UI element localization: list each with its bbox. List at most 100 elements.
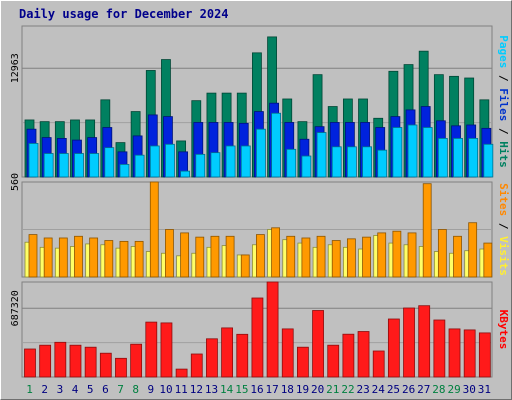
- bar-sites-day-13: [210, 235, 220, 278]
- bar-sites-day-24: [377, 232, 387, 278]
- bar-kbytes-day-4: [69, 344, 82, 378]
- bar-kbytes-day-19: [297, 346, 309, 378]
- bar-pages-day-21: [331, 146, 342, 178]
- bar-pages-day-9: [149, 145, 160, 178]
- panel-middle-scale-label: 560: [10, 173, 21, 191]
- bar-kbytes-day-1: [24, 348, 36, 378]
- bar-pages-day-2: [43, 153, 54, 178]
- bar-kbytes-day-11: [175, 368, 188, 378]
- bar-sites-day-2: [43, 237, 53, 278]
- bar-pages-day-19: [301, 155, 312, 178]
- bar-kbytes-day-15: [236, 333, 249, 378]
- bar-sites-day-29: [453, 235, 462, 278]
- day-label-6: 6: [102, 383, 109, 396]
- bar-pages-day-12: [195, 153, 206, 178]
- day-label-11: 11: [175, 383, 188, 396]
- day-label-1: 1: [26, 383, 33, 396]
- day-label-3: 3: [57, 383, 64, 396]
- bar-kbytes-day-31: [478, 332, 491, 378]
- day-label-21: 21: [326, 383, 339, 396]
- bar-kbytes-day-22: [342, 333, 355, 378]
- bar-kbytes-day-2: [39, 344, 52, 378]
- bar-pages-day-25: [392, 127, 403, 178]
- bar-pages-day-28: [437, 138, 448, 178]
- bar-kbytes-day-17: [266, 281, 279, 378]
- bar-kbytes-day-10: [160, 322, 173, 378]
- bar-sites-day-18: [286, 235, 296, 278]
- day-label-26: 26: [402, 383, 415, 396]
- bar-kbytes-day-8: [130, 343, 143, 378]
- bar-pages-day-15: [240, 145, 251, 178]
- day-label-25: 25: [387, 383, 400, 396]
- legend-hits: Hits: [497, 141, 510, 168]
- bar-kbytes-day-25: [387, 318, 400, 378]
- bar-pages-day-16: [256, 128, 266, 178]
- bar-kbytes-day-27: [418, 305, 431, 378]
- bar-pages-day-10: [165, 143, 175, 178]
- day-label-2: 2: [41, 383, 48, 396]
- bar-pages-day-1: [28, 143, 39, 178]
- day-label-20: 20: [311, 383, 324, 396]
- day-label-18: 18: [281, 383, 294, 396]
- bar-sites-day-19: [301, 237, 311, 278]
- bar-sites-day-20: [316, 235, 326, 278]
- bar-pages-day-14: [225, 145, 236, 178]
- bar-sites-day-5: [89, 237, 99, 278]
- bar-sites-day-4: [74, 235, 83, 278]
- day-label-15: 15: [235, 383, 248, 396]
- day-label-22: 22: [341, 383, 354, 396]
- bar-sites-day-31: [483, 242, 493, 278]
- bar-kbytes-day-20: [312, 310, 324, 378]
- bar-kbytes-day-14: [221, 327, 233, 378]
- legend-files: Files: [497, 88, 510, 121]
- bar-pages-day-29: [453, 138, 463, 178]
- bar-kbytes-day-16: [251, 297, 264, 378]
- bar-pages-day-11: [180, 170, 191, 178]
- day-label-30: 30: [463, 383, 476, 396]
- bar-pages-day-23: [362, 146, 372, 178]
- bar-pages-day-3: [58, 153, 69, 178]
- day-label-8: 8: [132, 383, 139, 396]
- bar-sites-day-14: [225, 235, 235, 278]
- legend-kbytes: KBytes: [497, 310, 510, 350]
- day-label-13: 13: [205, 383, 218, 396]
- day-label-24: 24: [372, 383, 386, 396]
- bar-sites-day-1: [28, 234, 38, 278]
- bar-pages-day-4: [74, 153, 84, 178]
- bar-pages-day-18: [286, 148, 297, 178]
- bar-pages-day-8: [134, 154, 145, 178]
- bar-kbytes-day-9: [145, 321, 158, 378]
- day-label-10: 10: [159, 383, 172, 396]
- bar-sites-day-8: [134, 240, 144, 278]
- bar-kbytes-day-5: [84, 346, 97, 378]
- bar-pages-day-5: [89, 153, 100, 178]
- bar-sites-day-27: [422, 183, 432, 278]
- legend-visits: Visits: [497, 236, 510, 276]
- panel-top-legend: Pages / Files / Hits: [497, 35, 510, 168]
- bar-kbytes-day-12: [190, 353, 203, 378]
- bar-pages-day-6: [104, 147, 115, 178]
- bar-kbytes-day-24: [372, 350, 385, 378]
- bar-kbytes-day-29: [448, 328, 461, 378]
- bar-pages-day-31: [483, 143, 494, 178]
- bar-sites-day-30: [468, 222, 478, 278]
- bar-sites-day-28: [437, 229, 447, 278]
- bar-sites-day-26: [407, 232, 417, 278]
- bar-sites-day-25: [392, 230, 402, 278]
- bar-sites-day-6: [104, 240, 114, 278]
- bar-sites-day-23: [362, 236, 371, 278]
- bar-sites-day-3: [58, 237, 68, 278]
- bar-sites-day-11: [180, 232, 190, 278]
- day-label-4: 4: [72, 383, 79, 396]
- panel-middle-legend: Sites / Visits: [497, 183, 510, 276]
- day-label-29: 29: [447, 383, 460, 396]
- day-label-14: 14: [220, 383, 234, 396]
- day-label-23: 23: [357, 383, 370, 396]
- bar-kbytes-day-7: [115, 357, 127, 378]
- day-label-5: 5: [87, 383, 94, 396]
- day-label-12: 12: [190, 383, 203, 396]
- bar-pages-day-20: [316, 132, 327, 178]
- bar-kbytes-day-6: [99, 352, 112, 378]
- bar-sites-day-9: [149, 181, 159, 278]
